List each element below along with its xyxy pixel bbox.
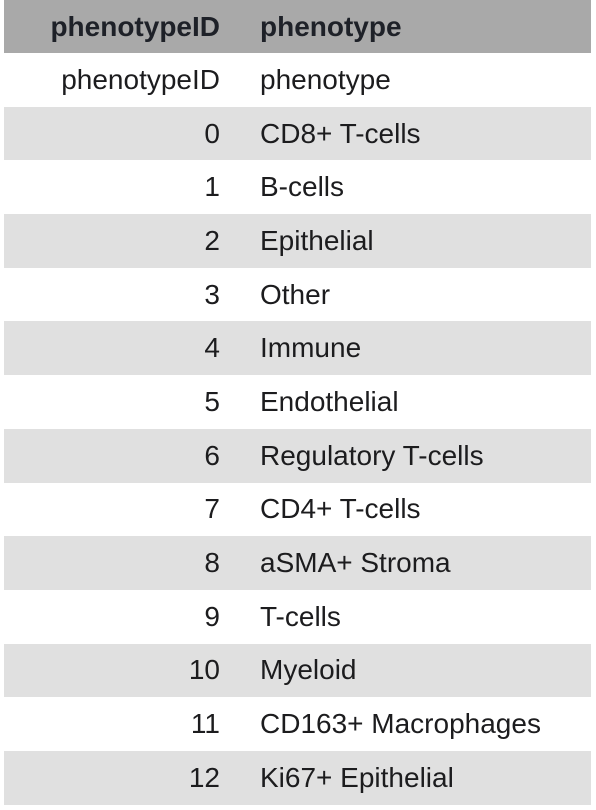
phenotype-id-cell: 9 bbox=[204, 600, 220, 632]
phenotype-name-cell: CD8+ T-cells bbox=[260, 117, 421, 149]
phenotype-id-cell: 0 bbox=[204, 117, 220, 149]
phenotype-id-cell: 4 bbox=[204, 332, 220, 364]
phenotype-name-cell: aSMA+ Stroma bbox=[260, 547, 451, 579]
phenotype-id-cell: 6 bbox=[204, 439, 220, 471]
table-row: 8 aSMA+ Stroma bbox=[4, 536, 591, 590]
phenotype-id-cell: 3 bbox=[204, 278, 220, 310]
table-row: 11 CD163+ Macrophages bbox=[4, 697, 591, 751]
phenotype-name-cell: CD4+ T-cells bbox=[260, 493, 421, 525]
phenotype-name-cell: Endothelial bbox=[260, 385, 399, 417]
phenotype-id-cell: phenotypeID bbox=[61, 63, 220, 95]
phenotype-id-cell: 10 bbox=[188, 654, 220, 686]
phenotype-name-cell: Myeloid bbox=[260, 654, 357, 686]
phenotype-id-cell: 2 bbox=[204, 224, 220, 256]
table-row: 10 Myeloid bbox=[4, 643, 591, 698]
table-row: phenotypeID phenotype bbox=[4, 53, 591, 107]
table-row: 3 Other bbox=[4, 268, 591, 322]
table-row: 4 Immune bbox=[4, 321, 591, 376]
phenotype-id-cell: 5 bbox=[204, 385, 220, 417]
phenotype-name-cell: Regulatory T-cells bbox=[260, 439, 484, 471]
phenotype-name-cell: CD163+ Macrophages bbox=[260, 708, 541, 740]
table-row: 5 Endothelial bbox=[4, 375, 591, 429]
phenotype-id-cell: 7 bbox=[204, 493, 220, 525]
table-row: 9 T-cells bbox=[4, 590, 591, 644]
column-header-phenotypeid[interactable]: phenotypeID bbox=[50, 10, 220, 42]
table-row: 1 B-cells bbox=[4, 160, 591, 214]
phenotype-name-cell: B-cells bbox=[260, 171, 345, 203]
phenotype-id-cell: 8 bbox=[204, 547, 220, 579]
phenotype-id-cell: 1 bbox=[204, 171, 220, 203]
phenotype-name-cell: Ki67+ Epithelial bbox=[260, 761, 454, 793]
phenotype-name-cell: T-cells bbox=[260, 600, 341, 632]
phenotype-name-cell: phenotype bbox=[260, 63, 391, 95]
phenotype-name-cell: Other bbox=[260, 278, 331, 310]
table-row: 12 Ki67+ Epithelial bbox=[4, 750, 591, 805]
table-row: 0 CD8+ T-cells bbox=[4, 106, 591, 161]
phenotype-id-cell: 12 bbox=[188, 761, 220, 793]
header-row: phenotypeID phenotype bbox=[4, 0, 591, 53]
phenotype-table: phenotypeID phenotype phenotypeID phenoty… bbox=[4, 0, 591, 805]
phenotype-id-cell: 11 bbox=[190, 708, 220, 740]
table-body: phenotypeID phenotype 0 CD8+ T-cells 1 B-ce… bbox=[4, 53, 591, 805]
table-row: 7 CD4+ T-cells bbox=[4, 483, 591, 537]
table-row: 2 Epithelial bbox=[4, 214, 591, 268]
table-header: phenotypeID phenotype bbox=[4, 0, 591, 53]
table-row: 6 Regulatory T-cells bbox=[4, 428, 591, 483]
column-header-phenotype[interactable]: phenotype bbox=[260, 10, 402, 42]
phenotype-name-cell: Epithelial bbox=[260, 224, 374, 256]
phenotype-name-cell: Immune bbox=[260, 332, 362, 364]
